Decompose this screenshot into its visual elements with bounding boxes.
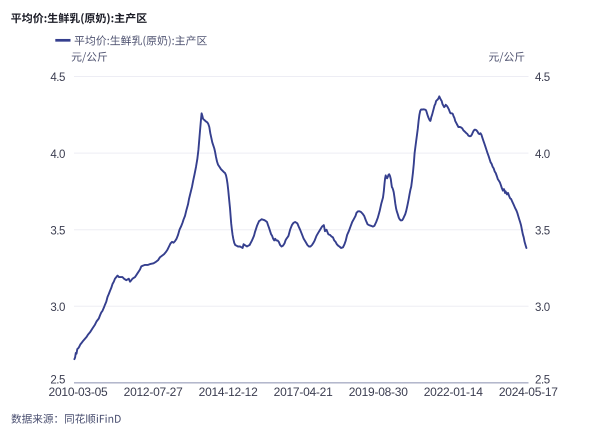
svg-text:3.5: 3.5	[50, 225, 65, 237]
svg-text:2.5: 2.5	[50, 375, 65, 387]
svg-text:4.5: 4.5	[535, 72, 550, 84]
svg-text:3.0: 3.0	[535, 302, 550, 314]
svg-text:4.0: 4.0	[535, 149, 550, 161]
svg-text:4.5: 4.5	[50, 72, 65, 84]
svg-text:2.5: 2.5	[535, 375, 550, 387]
svg-text:3.5: 3.5	[535, 225, 550, 237]
svg-text:2010-03-05: 2010-03-05	[49, 385, 108, 399]
svg-text:3.0: 3.0	[50, 302, 65, 314]
svg-text:2019-08-30: 2019-08-30	[349, 385, 408, 399]
svg-text:2017-04-21: 2017-04-21	[274, 385, 333, 399]
svg-text:2024-05-17: 2024-05-17	[499, 385, 558, 399]
svg-text:2022-01-14: 2022-01-14	[424, 385, 483, 399]
svg-text:4.0: 4.0	[50, 149, 65, 161]
svg-text:2014-12-12: 2014-12-12	[199, 385, 258, 399]
svg-text:2012-07-27: 2012-07-27	[124, 385, 183, 399]
